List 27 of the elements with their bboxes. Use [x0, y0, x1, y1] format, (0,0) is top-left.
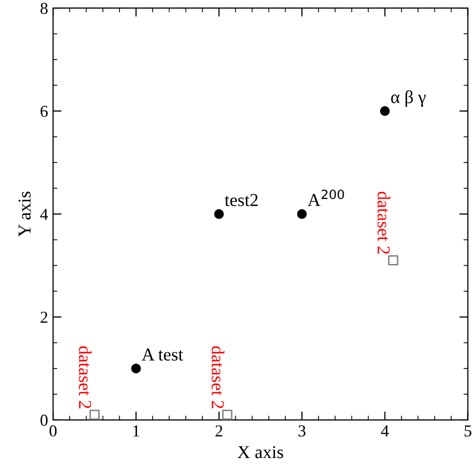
x-tick-label: 4 — [381, 425, 389, 436]
annotation: α β γ — [391, 90, 426, 107]
point — [214, 209, 224, 219]
y-tick-label: 4 — [40, 208, 48, 220]
y-tick-label: 2 — [40, 312, 48, 323]
point — [131, 364, 141, 374]
x-axis-title: X axis — [238, 446, 284, 458]
annotation: test2 — [224, 194, 258, 206]
annotation: A test — [142, 348, 184, 361]
text: dataset 2 — [378, 192, 390, 254]
point — [89, 410, 100, 420]
x-tick-label: 3 — [298, 425, 306, 437]
text: dataset 2 — [78, 346, 92, 408]
point — [297, 209, 307, 219]
y-tick-label: 6 — [40, 106, 48, 117]
point — [380, 106, 390, 116]
x-tick-label: 2 — [216, 425, 222, 436]
x-tick-label: 5 — [464, 425, 472, 437]
x-tick-label: 1 — [133, 425, 140, 436]
y-tick-label: 0 — [40, 414, 48, 426]
text: dataset 2 — [212, 346, 224, 408]
y-tick-label: 8 — [40, 2, 48, 14]
annotation: A$^{200}$ — [308, 190, 344, 206]
point — [388, 255, 398, 266]
y-axis-title: Y axis — [18, 192, 31, 237]
point — [222, 410, 232, 420]
x-tick-label: 0 — [50, 425, 57, 437]
